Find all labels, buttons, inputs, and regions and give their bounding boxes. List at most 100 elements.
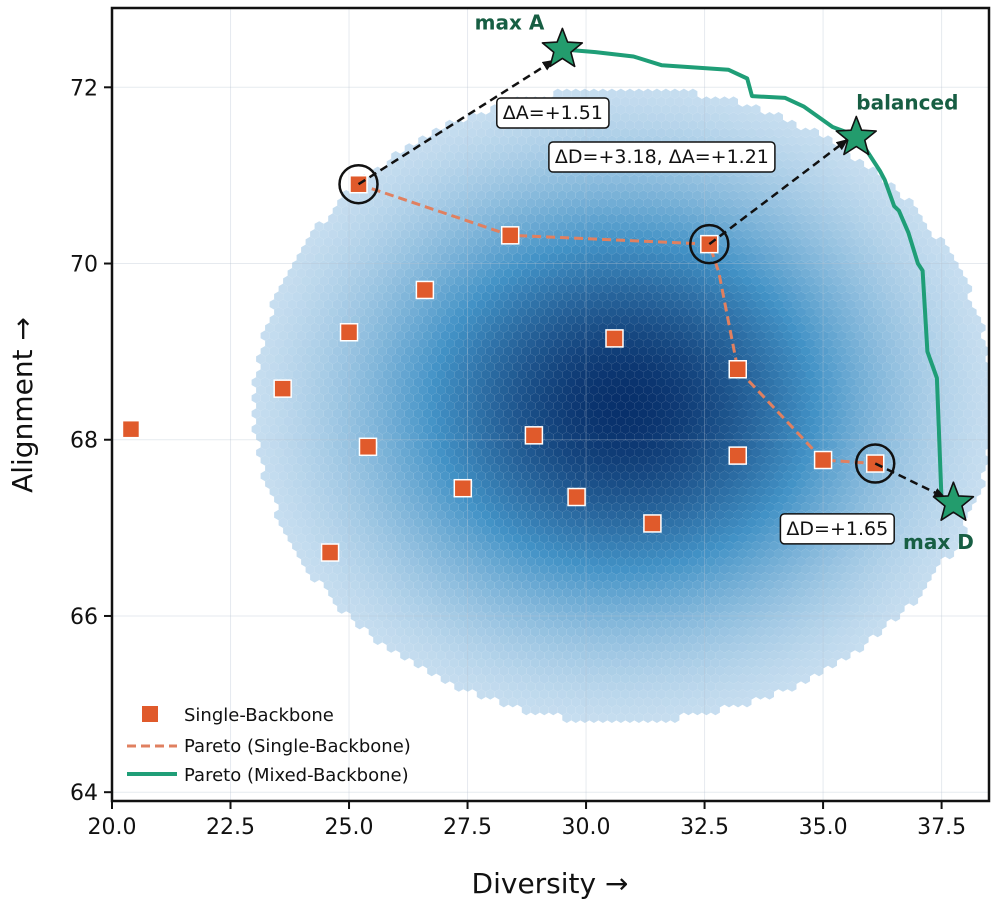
- density-hex: [503, 486, 513, 497]
- density-hex: [458, 658, 468, 669]
- density-hex: [954, 517, 964, 528]
- density-hex: [512, 658, 522, 669]
- density-hex: [760, 541, 770, 552]
- density-hex: [557, 190, 567, 201]
- density-hex: [877, 307, 887, 318]
- density-hex: [958, 400, 968, 411]
- density-hex: [283, 416, 293, 427]
- density-hex: [526, 416, 536, 427]
- density-hex: [409, 213, 419, 224]
- density-hex: [499, 509, 509, 521]
- density-hex: [481, 353, 491, 365]
- density-hex: [359, 580, 369, 591]
- density-hex: [913, 494, 923, 505]
- density-hex: [278, 330, 288, 341]
- density-hex: [481, 541, 491, 552]
- density-hex: [323, 408, 333, 419]
- density-hex: [810, 252, 819, 263]
- density-hex: [512, 611, 522, 622]
- density-hex: [530, 658, 540, 669]
- density-hex: [265, 431, 275, 443]
- density-hex: [936, 268, 946, 279]
- density-hex: [526, 619, 536, 630]
- density-hex: [769, 119, 779, 131]
- density-hex: [958, 338, 968, 349]
- density-hex: [593, 486, 603, 497]
- density-hex: [859, 556, 869, 567]
- density-hex: [382, 494, 392, 505]
- density-hex: [652, 88, 662, 99]
- density-hex: [485, 486, 495, 497]
- density-hex: [440, 517, 450, 528]
- density-hex: [575, 205, 585, 216]
- density-hex: [490, 431, 500, 443]
- density-hex: [729, 190, 738, 201]
- density-hex: [719, 564, 729, 575]
- density-hex: [819, 268, 828, 279]
- density-hex: [724, 650, 734, 661]
- density-hex: [873, 580, 883, 591]
- density-hex: [328, 431, 338, 443]
- density-hex: [724, 494, 734, 505]
- density-hex: [481, 275, 491, 287]
- density-hex: [422, 626, 432, 638]
- density-hex: [287, 346, 297, 357]
- density-hex: [292, 509, 302, 521]
- density-hex: [575, 470, 585, 482]
- density-hex: [494, 611, 504, 622]
- density-hex: [909, 283, 919, 294]
- density-hex: [602, 252, 612, 263]
- density-hex: [670, 260, 680, 271]
- density-hex: [562, 478, 572, 489]
- density-hex: [458, 642, 468, 653]
- density-hex: [530, 221, 540, 232]
- density-hex: [904, 353, 914, 365]
- density-hex: [814, 619, 824, 630]
- density-hex: [463, 447, 473, 458]
- density-hex: [643, 88, 653, 99]
- density-hex: [427, 400, 437, 411]
- density-hex: [904, 416, 914, 427]
- density-hex: [607, 244, 617, 255]
- density-hex: [868, 291, 878, 302]
- density-hex: [643, 104, 653, 115]
- density-hex: [607, 463, 617, 474]
- density-hex: [521, 127, 531, 138]
- density-hex: [656, 502, 666, 513]
- density-hex: [814, 369, 824, 380]
- density-hex: [454, 447, 464, 458]
- density-hex: [805, 416, 815, 427]
- density-hex: [945, 346, 955, 357]
- density-hex: [801, 486, 810, 497]
- density-hex: [409, 509, 419, 521]
- density-hex: [796, 182, 806, 193]
- density-hex: [832, 353, 842, 365]
- density-hex: [611, 377, 621, 388]
- density-hex: [476, 299, 486, 310]
- density-hex: [846, 470, 855, 482]
- density-hex: [517, 525, 527, 536]
- density-hex: [269, 470, 279, 482]
- density-hex: [819, 158, 828, 170]
- density-hex: [774, 361, 783, 372]
- density-hex: [855, 486, 865, 497]
- density-hex: [260, 392, 270, 404]
- density-hex: [287, 408, 297, 419]
- density-hex: [715, 556, 725, 567]
- density-hex: [553, 338, 563, 349]
- density-hex: [562, 556, 572, 567]
- density-hex: [756, 205, 765, 216]
- density-hex: [719, 361, 729, 372]
- density-hex: [539, 408, 549, 419]
- density-hex: [810, 127, 819, 138]
- density-hex: [747, 112, 756, 123]
- density-hex: [571, 213, 581, 224]
- density-hex: [742, 229, 752, 240]
- density-hex: [805, 182, 815, 193]
- density-hex: [760, 244, 770, 255]
- density-hex: [526, 322, 536, 333]
- density-hex: [332, 486, 342, 497]
- density-hex: [467, 455, 477, 466]
- density-hex: [467, 205, 477, 216]
- density-hex: [494, 377, 504, 388]
